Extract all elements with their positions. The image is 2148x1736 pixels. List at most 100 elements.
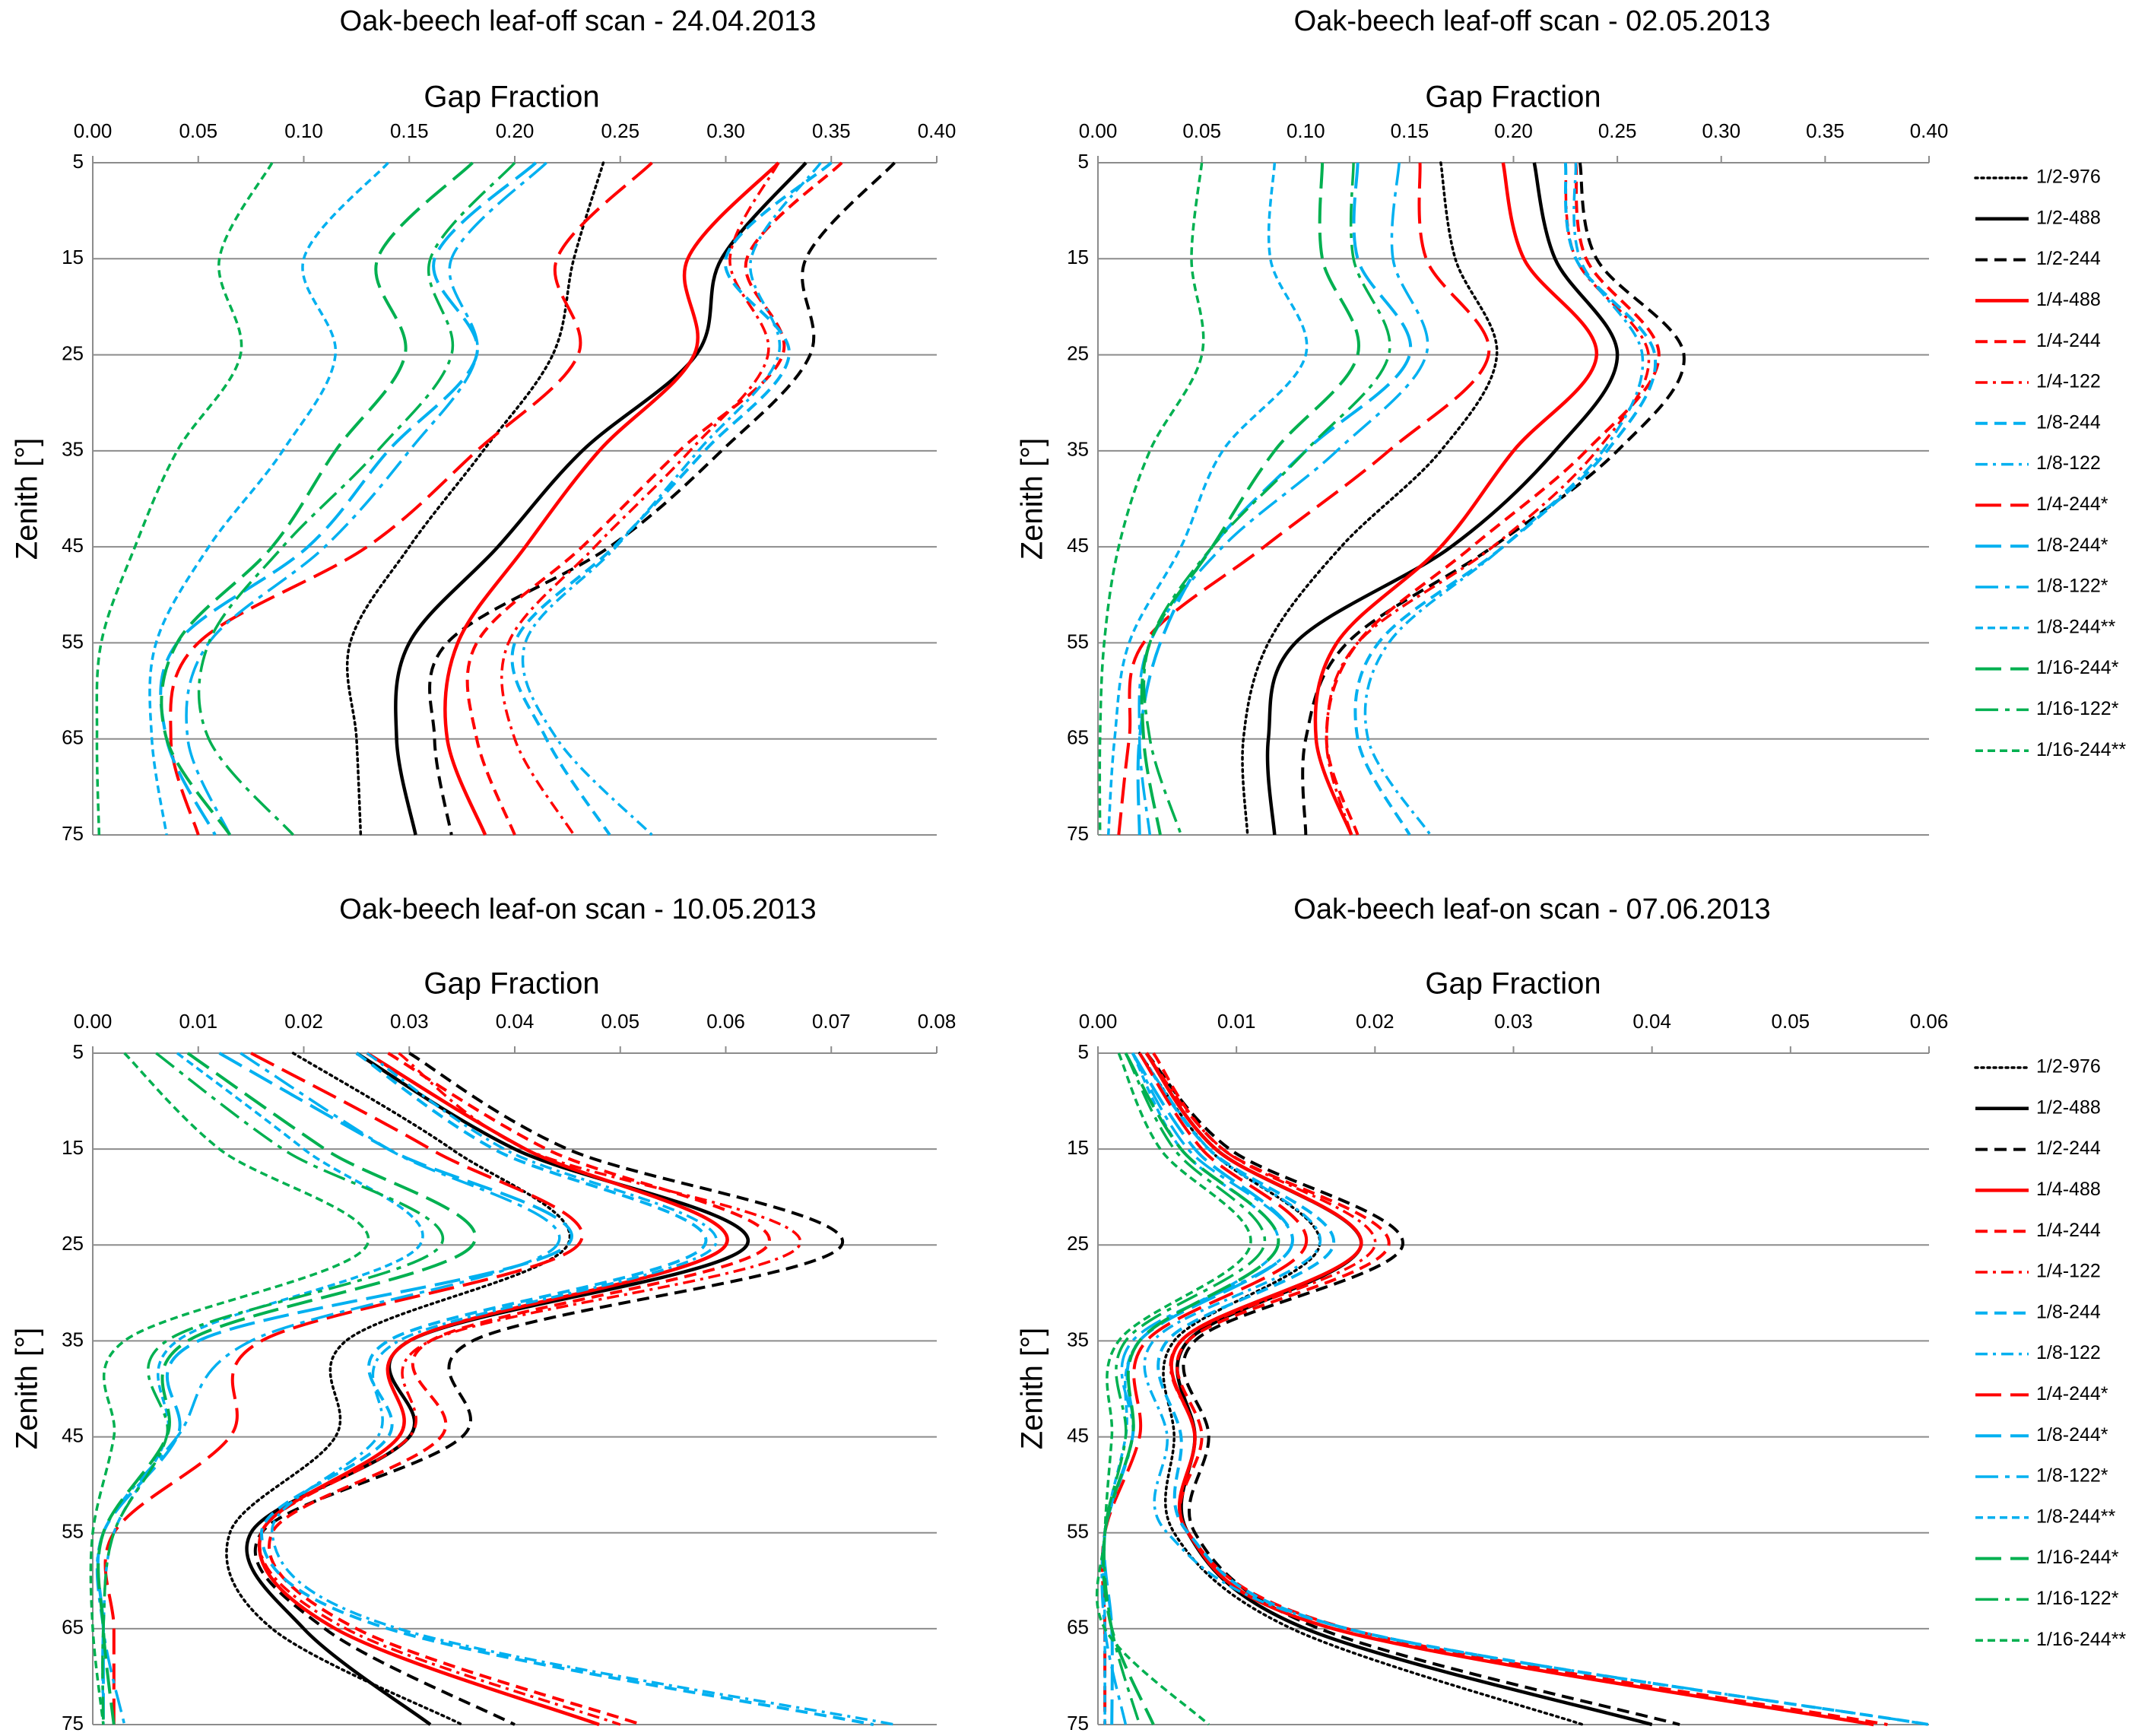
series-line-1-16-244- [1098,162,1205,836]
legend-entry-label: 1/4-244* [2036,1383,2108,1404]
y-tick-label: 65 [1067,726,1089,749]
x-tick-label: 0.40 [918,119,957,142]
series-line-1-2-244 [1145,1052,1680,1726]
series-line-1-4-244- [103,1052,584,1725]
x-tick-label: 0.40 [1910,119,1949,142]
y-tick-label: 65 [62,726,84,749]
series-line-1-8-122- [1100,1052,1294,1725]
x-tick-label: 0.00 [1079,1010,1118,1033]
legend-entry-label: 1/16-244** [2036,739,2126,760]
series-line-1-16-122- [101,1052,445,1725]
series-line-1-4-244 [465,161,843,836]
legend-entry-label: 1/4-122 [2036,1261,2101,1282]
x-tick-label: 0.35 [1806,119,1845,142]
y-tick-label: 15 [62,1136,84,1159]
y-tick-label: 65 [62,1616,84,1639]
chart-title: Oak-beech leaf-off scan - 02.05.2013 [1294,5,1771,37]
x-axis-label: Gap Fraction [1425,967,1601,1001]
series-line-1-16-244- [1102,1052,1280,1725]
y-tick-label: 15 [62,246,84,268]
x-tick-label: 0.04 [1632,1010,1671,1033]
legend-entry-label: 1/4-244 [2036,1220,2101,1241]
legend-entry-label: 1/4-488 [2036,1179,2101,1200]
y-tick-label: 65 [1067,1616,1089,1639]
y-tick-label: 5 [73,1040,84,1063]
x-tick-label: 0.05 [601,1010,639,1033]
series-line-1-16-244- [89,1052,370,1725]
legend-entry-label: 1/8-244 [2036,1301,2101,1322]
series-line-1-4-122 [500,162,780,836]
legend-entry-label: 1/4-244* [2036,494,2108,515]
legend-entry-label: 1/8-244* [2036,535,2108,556]
series-line-1-16-244- [95,162,274,836]
y-tick-label: 55 [1067,630,1089,652]
y-tick-label: 55 [62,1520,84,1543]
series-line-1-2-976 [345,161,605,836]
y-tick-label: 75 [62,1712,84,1732]
legend-entry-label: 1/16-244* [2036,1547,2119,1568]
x-tick-label: 0.05 [1772,1010,1810,1033]
series-line-1-2-488 [245,1052,750,1726]
legend-entry-label: 1/4-244 [2036,330,2101,351]
chart-title: Oak-beech leaf-on scan - 07.06.2013 [1293,893,1770,925]
x-tick-label: 0.20 [496,119,535,142]
chart-panel-3: Oak-beech leaf-on scan - 10.05.2013 Gap F… [11,893,957,1734]
legend-entry-label: 1/8-244* [2036,1424,2108,1446]
x-tick-label: 0.07 [812,1010,851,1033]
series-line-1-8-244- [1103,1052,1294,1725]
series-line-1-8-122 [1363,162,1645,836]
y-tick-label: 55 [62,630,84,652]
y-tick-label: 45 [1067,534,1089,557]
series-line-1-8-244- [1102,1052,1280,1725]
series-line-1-8-244- [148,161,389,836]
x-tick-label: 0.10 [284,119,323,142]
x-axis-label: Gap Fraction [424,967,599,1001]
series-line-1-16-122- [1103,1052,1267,1725]
series-line-1-16-122- [197,161,516,836]
chart-title: Oak-beech leaf-on scan - 10.05.2013 [339,893,816,925]
series-line-1-16-122- [1142,162,1391,836]
x-tick-label: 0.00 [74,119,113,142]
x-tick-label: 0.15 [390,119,429,142]
series-line-1-4-244- [169,161,653,836]
series-line-1-16-244- [97,1052,477,1725]
y-tick-label: 75 [1067,1712,1089,1732]
y-tick-label: 55 [1067,1520,1089,1543]
legend-entry-label: 1/2-244 [2036,248,2101,269]
series-line-1-2-244 [253,1052,845,1726]
legend-entry-label: 1/8-122* [2036,1465,2108,1487]
y-tick-label: 25 [62,341,84,364]
x-tick-label: 0.30 [1702,119,1740,142]
series-line-1-8-244- [159,161,538,836]
x-tick-label: 0.01 [1217,1010,1256,1033]
series-line-1-2-244 [1301,162,1686,836]
x-axis-label: Gap Fraction [424,81,599,114]
legend-entry-label: 1/8-122* [2036,576,2108,597]
y-tick-label: 5 [1078,150,1089,173]
series-line-1-8-122- [1137,162,1429,836]
series-line-1-8-244 [259,1052,874,1726]
y-tick-label: 45 [1067,1423,1089,1446]
series-line-1-4-244- [1117,162,1491,836]
series-line-1-8-122 [1138,1052,1930,1726]
legend-entry-label: 1/4-488 [2036,289,2101,310]
legend: 1/2-976 1/2-488 1/2-244 1/4-488 1/4-244 1/4-1… [1974,167,2126,760]
series-line-1-4-244 [267,1052,771,1726]
y-tick-label: 15 [1067,1136,1089,1159]
chart-panel-4: Oak-beech leaf-on scan - 07.06.2013 Gap F… [1016,893,2127,1734]
legend-entry-label: 1/8-244 [2036,411,2101,433]
series-line-1-8-244- [1136,162,1413,836]
y-tick-label: 75 [1067,822,1089,845]
legend-entry-label: 1/4-122 [2036,371,2101,392]
series-line-1-2-244 [428,161,896,836]
y-tick-label: 35 [62,438,84,461]
y-tick-label: 15 [1067,246,1089,268]
series-line-1-8-244 [510,161,833,836]
series-line-1-8-244- [1106,162,1309,836]
series-line-1-4-488 [1144,1052,1874,1727]
x-tick-label: 0.08 [918,1010,957,1033]
chart-title: Oak-beech leaf-off scan - 24.04.2013 [340,5,817,37]
x-tick-label: 0.05 [179,119,217,142]
x-axis-label: Gap Fraction [1425,81,1601,114]
